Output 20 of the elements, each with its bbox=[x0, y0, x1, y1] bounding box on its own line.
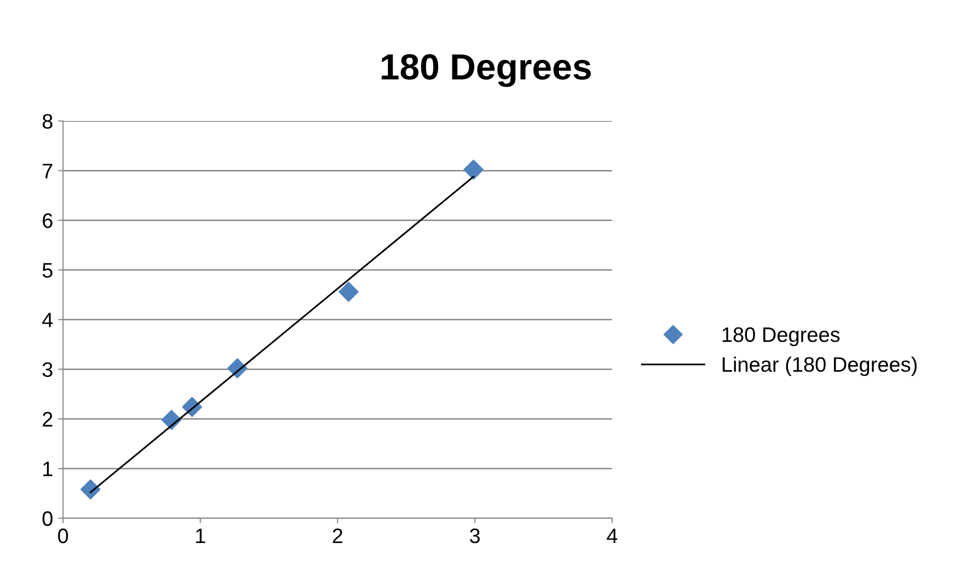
legend-label: Linear (180 Degrees) bbox=[722, 356, 917, 376]
y-tick-label: 0 bbox=[42, 511, 52, 526]
x-tick-label: 1 bbox=[196, 528, 206, 544]
y-tick-label: 2 bbox=[42, 412, 52, 426]
x-tick-label: 2 bbox=[332, 528, 342, 544]
point bbox=[338, 282, 359, 302]
point bbox=[463, 160, 484, 180]
y-tick-label: 3 bbox=[42, 362, 52, 378]
chart-title: 180 Degrees bbox=[382, 54, 591, 87]
y-tick-label: 5 bbox=[42, 263, 52, 278]
y-tick-label: 8 bbox=[42, 114, 52, 129]
x-tick-label: 4 bbox=[606, 528, 618, 544]
point bbox=[80, 479, 100, 500]
y-tick-label: 1 bbox=[43, 462, 52, 476]
y-tick-label: 7 bbox=[42, 164, 52, 178]
y-tick-label: 4 bbox=[42, 312, 53, 328]
x-tick-label: 3 bbox=[470, 528, 480, 544]
x-tick-label: 0 bbox=[58, 528, 68, 544]
legend-label: 180 Degrees bbox=[722, 327, 840, 346]
y-tick-label: 6 bbox=[42, 213, 52, 228]
